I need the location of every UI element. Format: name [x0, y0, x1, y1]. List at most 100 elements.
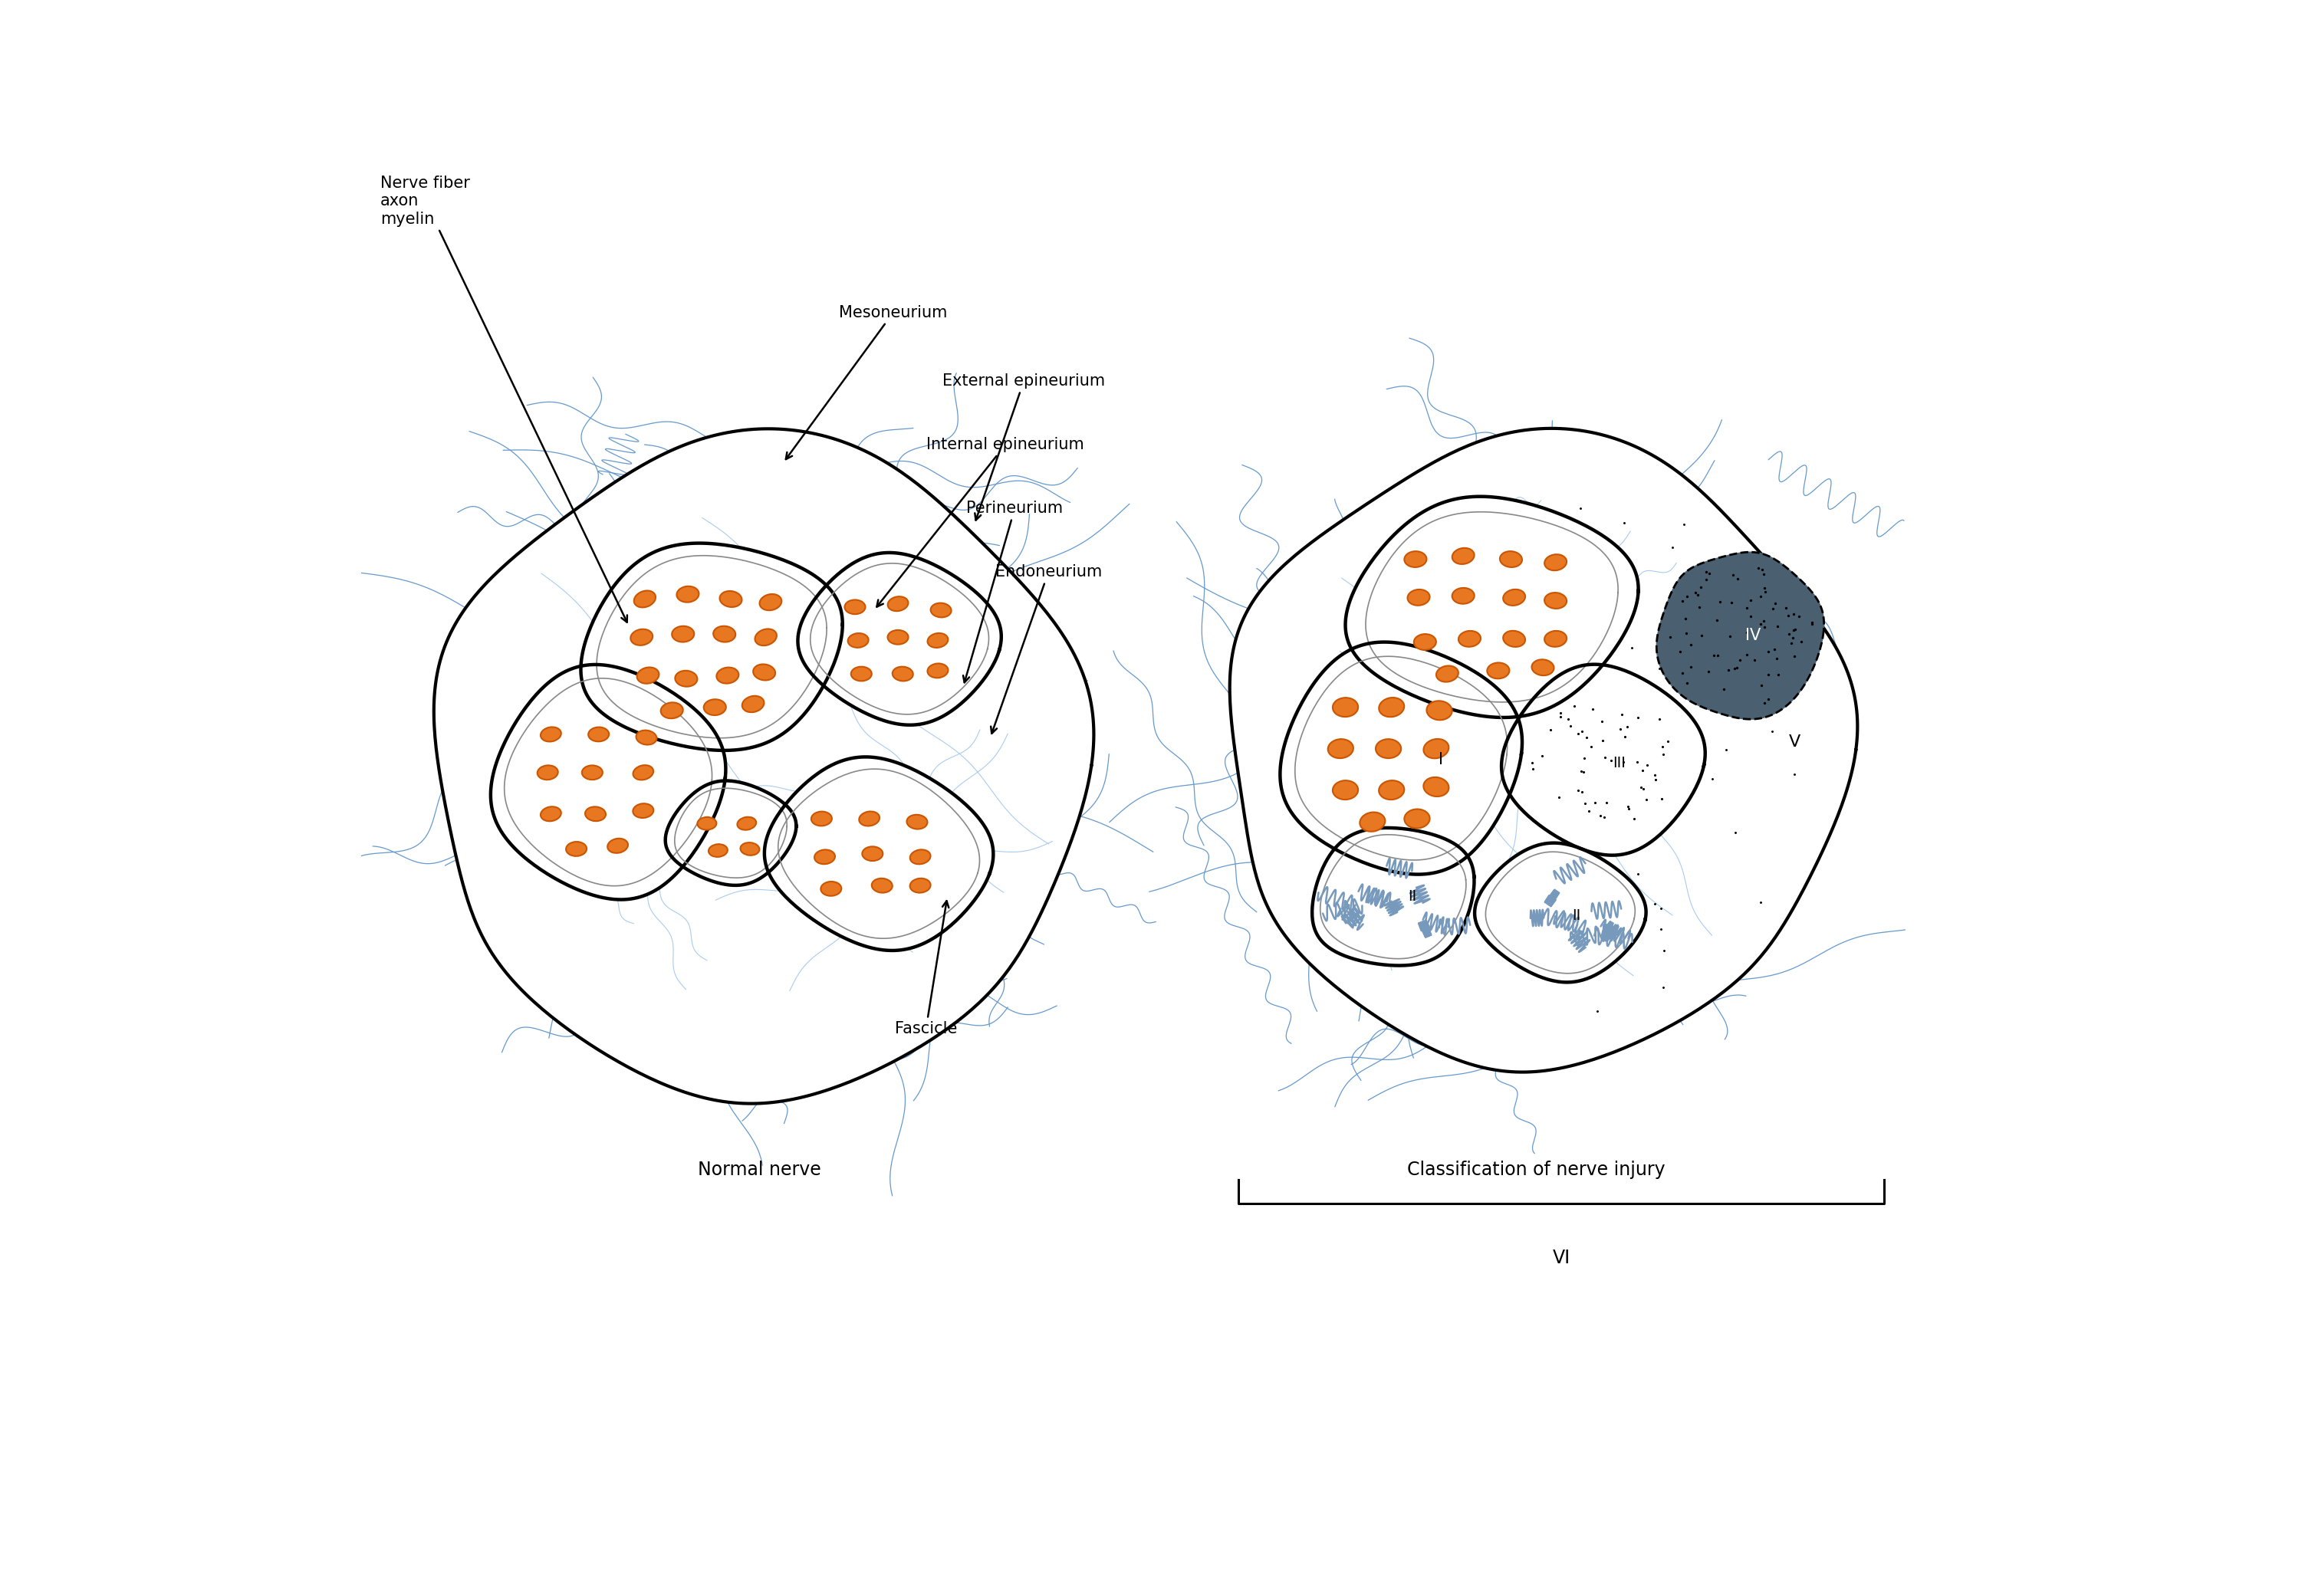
- Text: Perineurium: Perineurium: [963, 501, 1063, 683]
- Ellipse shape: [1333, 780, 1359, 800]
- Ellipse shape: [931, 603, 951, 618]
- Ellipse shape: [607, 838, 627, 852]
- Ellipse shape: [1500, 551, 1521, 567]
- Ellipse shape: [588, 728, 609, 742]
- Ellipse shape: [1544, 592, 1567, 608]
- Ellipse shape: [1375, 739, 1401, 758]
- Ellipse shape: [822, 881, 840, 895]
- Text: III: III: [1614, 755, 1625, 771]
- Ellipse shape: [718, 667, 738, 683]
- Polygon shape: [1280, 642, 1523, 875]
- Ellipse shape: [1380, 780, 1405, 800]
- Ellipse shape: [586, 806, 607, 820]
- Polygon shape: [764, 757, 993, 951]
- Ellipse shape: [634, 591, 655, 608]
- Ellipse shape: [1544, 630, 1567, 646]
- Ellipse shape: [632, 803, 653, 817]
- Ellipse shape: [859, 811, 880, 827]
- Ellipse shape: [815, 849, 836, 863]
- Text: Endoneurium: Endoneurium: [991, 565, 1102, 734]
- Text: Nerve fiber
axon
myelin: Nerve fiber axon myelin: [380, 176, 627, 622]
- Ellipse shape: [759, 594, 782, 610]
- Polygon shape: [1658, 552, 1824, 720]
- Ellipse shape: [630, 629, 653, 645]
- Ellipse shape: [1452, 587, 1475, 603]
- Ellipse shape: [1424, 739, 1449, 758]
- Ellipse shape: [1426, 701, 1452, 720]
- Text: I: I: [1438, 752, 1442, 768]
- Text: Internal epineurium: Internal epineurium: [877, 437, 1083, 606]
- Ellipse shape: [910, 878, 931, 892]
- Ellipse shape: [1486, 662, 1509, 678]
- Ellipse shape: [1544, 554, 1567, 570]
- Ellipse shape: [1359, 812, 1384, 832]
- Text: II: II: [1572, 908, 1581, 922]
- Ellipse shape: [891, 667, 912, 681]
- Text: Mesoneurium: Mesoneurium: [785, 305, 947, 460]
- Ellipse shape: [1405, 809, 1431, 828]
- Ellipse shape: [542, 806, 560, 822]
- Ellipse shape: [847, 634, 868, 648]
- Text: VI: VI: [1553, 1248, 1570, 1267]
- Polygon shape: [1313, 828, 1475, 966]
- Ellipse shape: [1414, 634, 1435, 650]
- Ellipse shape: [632, 764, 653, 780]
- Ellipse shape: [1333, 697, 1359, 717]
- Ellipse shape: [852, 667, 873, 681]
- Ellipse shape: [637, 667, 660, 683]
- Ellipse shape: [845, 600, 866, 614]
- Ellipse shape: [581, 766, 602, 780]
- Polygon shape: [581, 543, 843, 750]
- Ellipse shape: [736, 817, 757, 830]
- Ellipse shape: [1502, 589, 1526, 605]
- Ellipse shape: [565, 841, 586, 855]
- Ellipse shape: [720, 591, 741, 606]
- Ellipse shape: [713, 626, 736, 642]
- Ellipse shape: [708, 844, 727, 857]
- Ellipse shape: [676, 586, 699, 602]
- Ellipse shape: [660, 702, 683, 718]
- Ellipse shape: [755, 629, 778, 645]
- Polygon shape: [1475, 843, 1646, 982]
- Ellipse shape: [752, 664, 776, 680]
- Text: Fascicle: Fascicle: [896, 900, 956, 1036]
- Ellipse shape: [1533, 659, 1553, 675]
- Ellipse shape: [741, 843, 759, 855]
- Ellipse shape: [697, 817, 715, 830]
- Polygon shape: [433, 429, 1093, 1103]
- Ellipse shape: [671, 626, 694, 642]
- Ellipse shape: [1329, 739, 1354, 758]
- Polygon shape: [491, 664, 725, 900]
- Ellipse shape: [637, 731, 657, 745]
- Polygon shape: [1345, 496, 1639, 718]
- Ellipse shape: [1435, 666, 1458, 681]
- Ellipse shape: [1452, 547, 1475, 563]
- Ellipse shape: [743, 696, 764, 712]
- Ellipse shape: [928, 634, 949, 648]
- Ellipse shape: [910, 849, 931, 863]
- Ellipse shape: [810, 811, 831, 825]
- Ellipse shape: [907, 814, 928, 828]
- Ellipse shape: [704, 699, 727, 715]
- Text: II: II: [1408, 889, 1417, 903]
- Ellipse shape: [1458, 630, 1482, 646]
- Ellipse shape: [676, 670, 697, 686]
- Text: V: V: [1789, 734, 1801, 750]
- Ellipse shape: [1408, 589, 1431, 605]
- Text: IV: IV: [1746, 627, 1762, 643]
- Ellipse shape: [887, 597, 907, 611]
- Polygon shape: [799, 552, 1002, 725]
- Ellipse shape: [1424, 777, 1449, 796]
- Ellipse shape: [928, 664, 949, 678]
- Ellipse shape: [1502, 630, 1526, 646]
- Text: External epineurium: External epineurium: [942, 373, 1104, 520]
- Polygon shape: [1502, 664, 1706, 855]
- Ellipse shape: [542, 728, 560, 742]
- Ellipse shape: [537, 766, 558, 780]
- Polygon shape: [664, 780, 796, 886]
- Polygon shape: [1229, 428, 1857, 1073]
- Ellipse shape: [1380, 697, 1405, 717]
- Text: Normal nerve: Normal nerve: [697, 1160, 822, 1179]
- Ellipse shape: [873, 878, 891, 892]
- Ellipse shape: [1405, 551, 1426, 567]
